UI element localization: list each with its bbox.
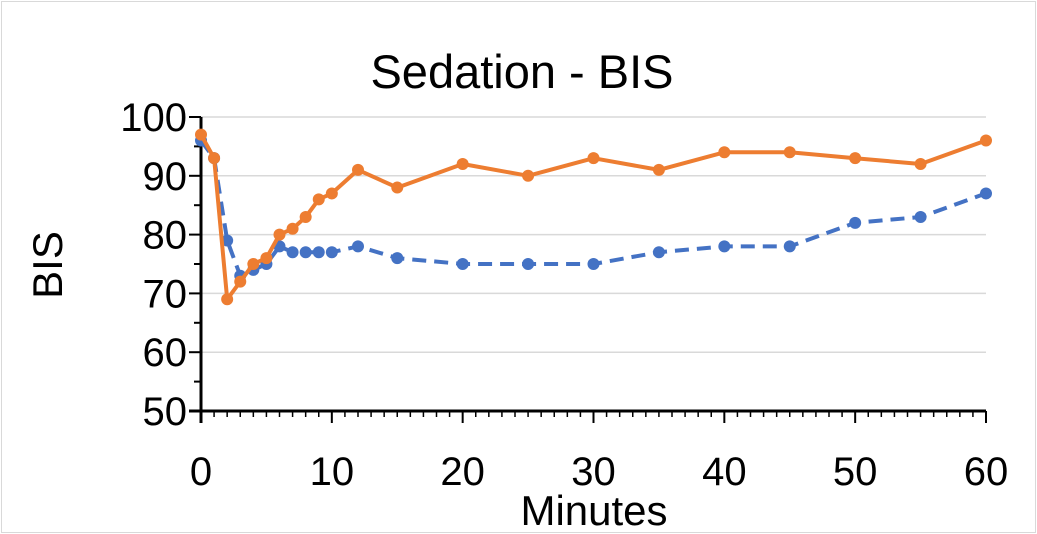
series-2-point xyxy=(783,146,796,159)
series-2-point xyxy=(260,252,273,265)
series-1-point xyxy=(980,187,992,200)
series-2-point xyxy=(980,134,992,147)
series-1-point xyxy=(522,258,535,270)
series-2-point xyxy=(299,210,312,223)
x-tick-label: 40 xyxy=(702,450,747,494)
series-2-point xyxy=(456,158,469,171)
series-2-point xyxy=(247,258,260,270)
series-1-point xyxy=(352,240,364,253)
series-2-point xyxy=(312,193,325,206)
y-axis-label: BIS xyxy=(24,231,71,299)
series-2-point xyxy=(849,152,862,165)
x-tick-label: 10 xyxy=(310,450,355,494)
series-1-point xyxy=(299,246,312,259)
series-1-point xyxy=(718,240,731,253)
series-2-point xyxy=(325,187,338,200)
y-tick-label: 70 xyxy=(143,272,188,316)
series-2-point xyxy=(221,293,234,306)
x-tick-label: 0 xyxy=(190,450,212,494)
series-1-point xyxy=(286,246,299,259)
gridlines xyxy=(201,116,986,353)
series-1-point xyxy=(391,252,404,265)
x-tick-label: 30 xyxy=(571,450,616,494)
x-axis-label: Minutes xyxy=(520,487,667,534)
series-2-point xyxy=(718,146,731,159)
y-tick-label: 60 xyxy=(143,331,188,375)
series-2-point xyxy=(273,228,286,241)
series-1-point xyxy=(456,258,469,270)
y-tick-label: 100 xyxy=(120,96,187,140)
series-2-point xyxy=(652,163,665,176)
series-2-point xyxy=(195,128,207,141)
series-2-point xyxy=(286,222,299,235)
y-tick-label: 50 xyxy=(143,390,188,434)
x-tick-label: 20 xyxy=(440,450,485,494)
series-1-point xyxy=(587,258,600,270)
series-2-point xyxy=(391,181,404,194)
series-2-line xyxy=(199,133,987,302)
series-1-point xyxy=(914,210,927,223)
series-1-point xyxy=(849,216,862,229)
series-1-point xyxy=(783,240,796,253)
series-2-point xyxy=(234,275,247,288)
x-tick-label: 60 xyxy=(964,450,1009,494)
series-2-point xyxy=(352,163,364,176)
series-1-point xyxy=(325,246,338,259)
series-1-point xyxy=(652,246,665,259)
x-tick-label: 50 xyxy=(833,450,878,494)
axes xyxy=(189,116,987,423)
y-tick-label: 80 xyxy=(143,214,188,258)
tick-labels: 50 60 70 80 90 100 0 10 20 30 40 50 60 xyxy=(120,96,1008,494)
chart-title: Sedation - BIS xyxy=(370,45,673,98)
y-tick-label: 90 xyxy=(143,155,188,199)
series-2-point xyxy=(587,152,600,165)
series-1-point xyxy=(221,234,234,247)
series-2-point xyxy=(914,158,927,171)
series-2-point xyxy=(522,169,535,182)
series-group xyxy=(195,128,992,306)
series-2-point xyxy=(208,152,221,165)
series-1-point xyxy=(312,246,325,259)
